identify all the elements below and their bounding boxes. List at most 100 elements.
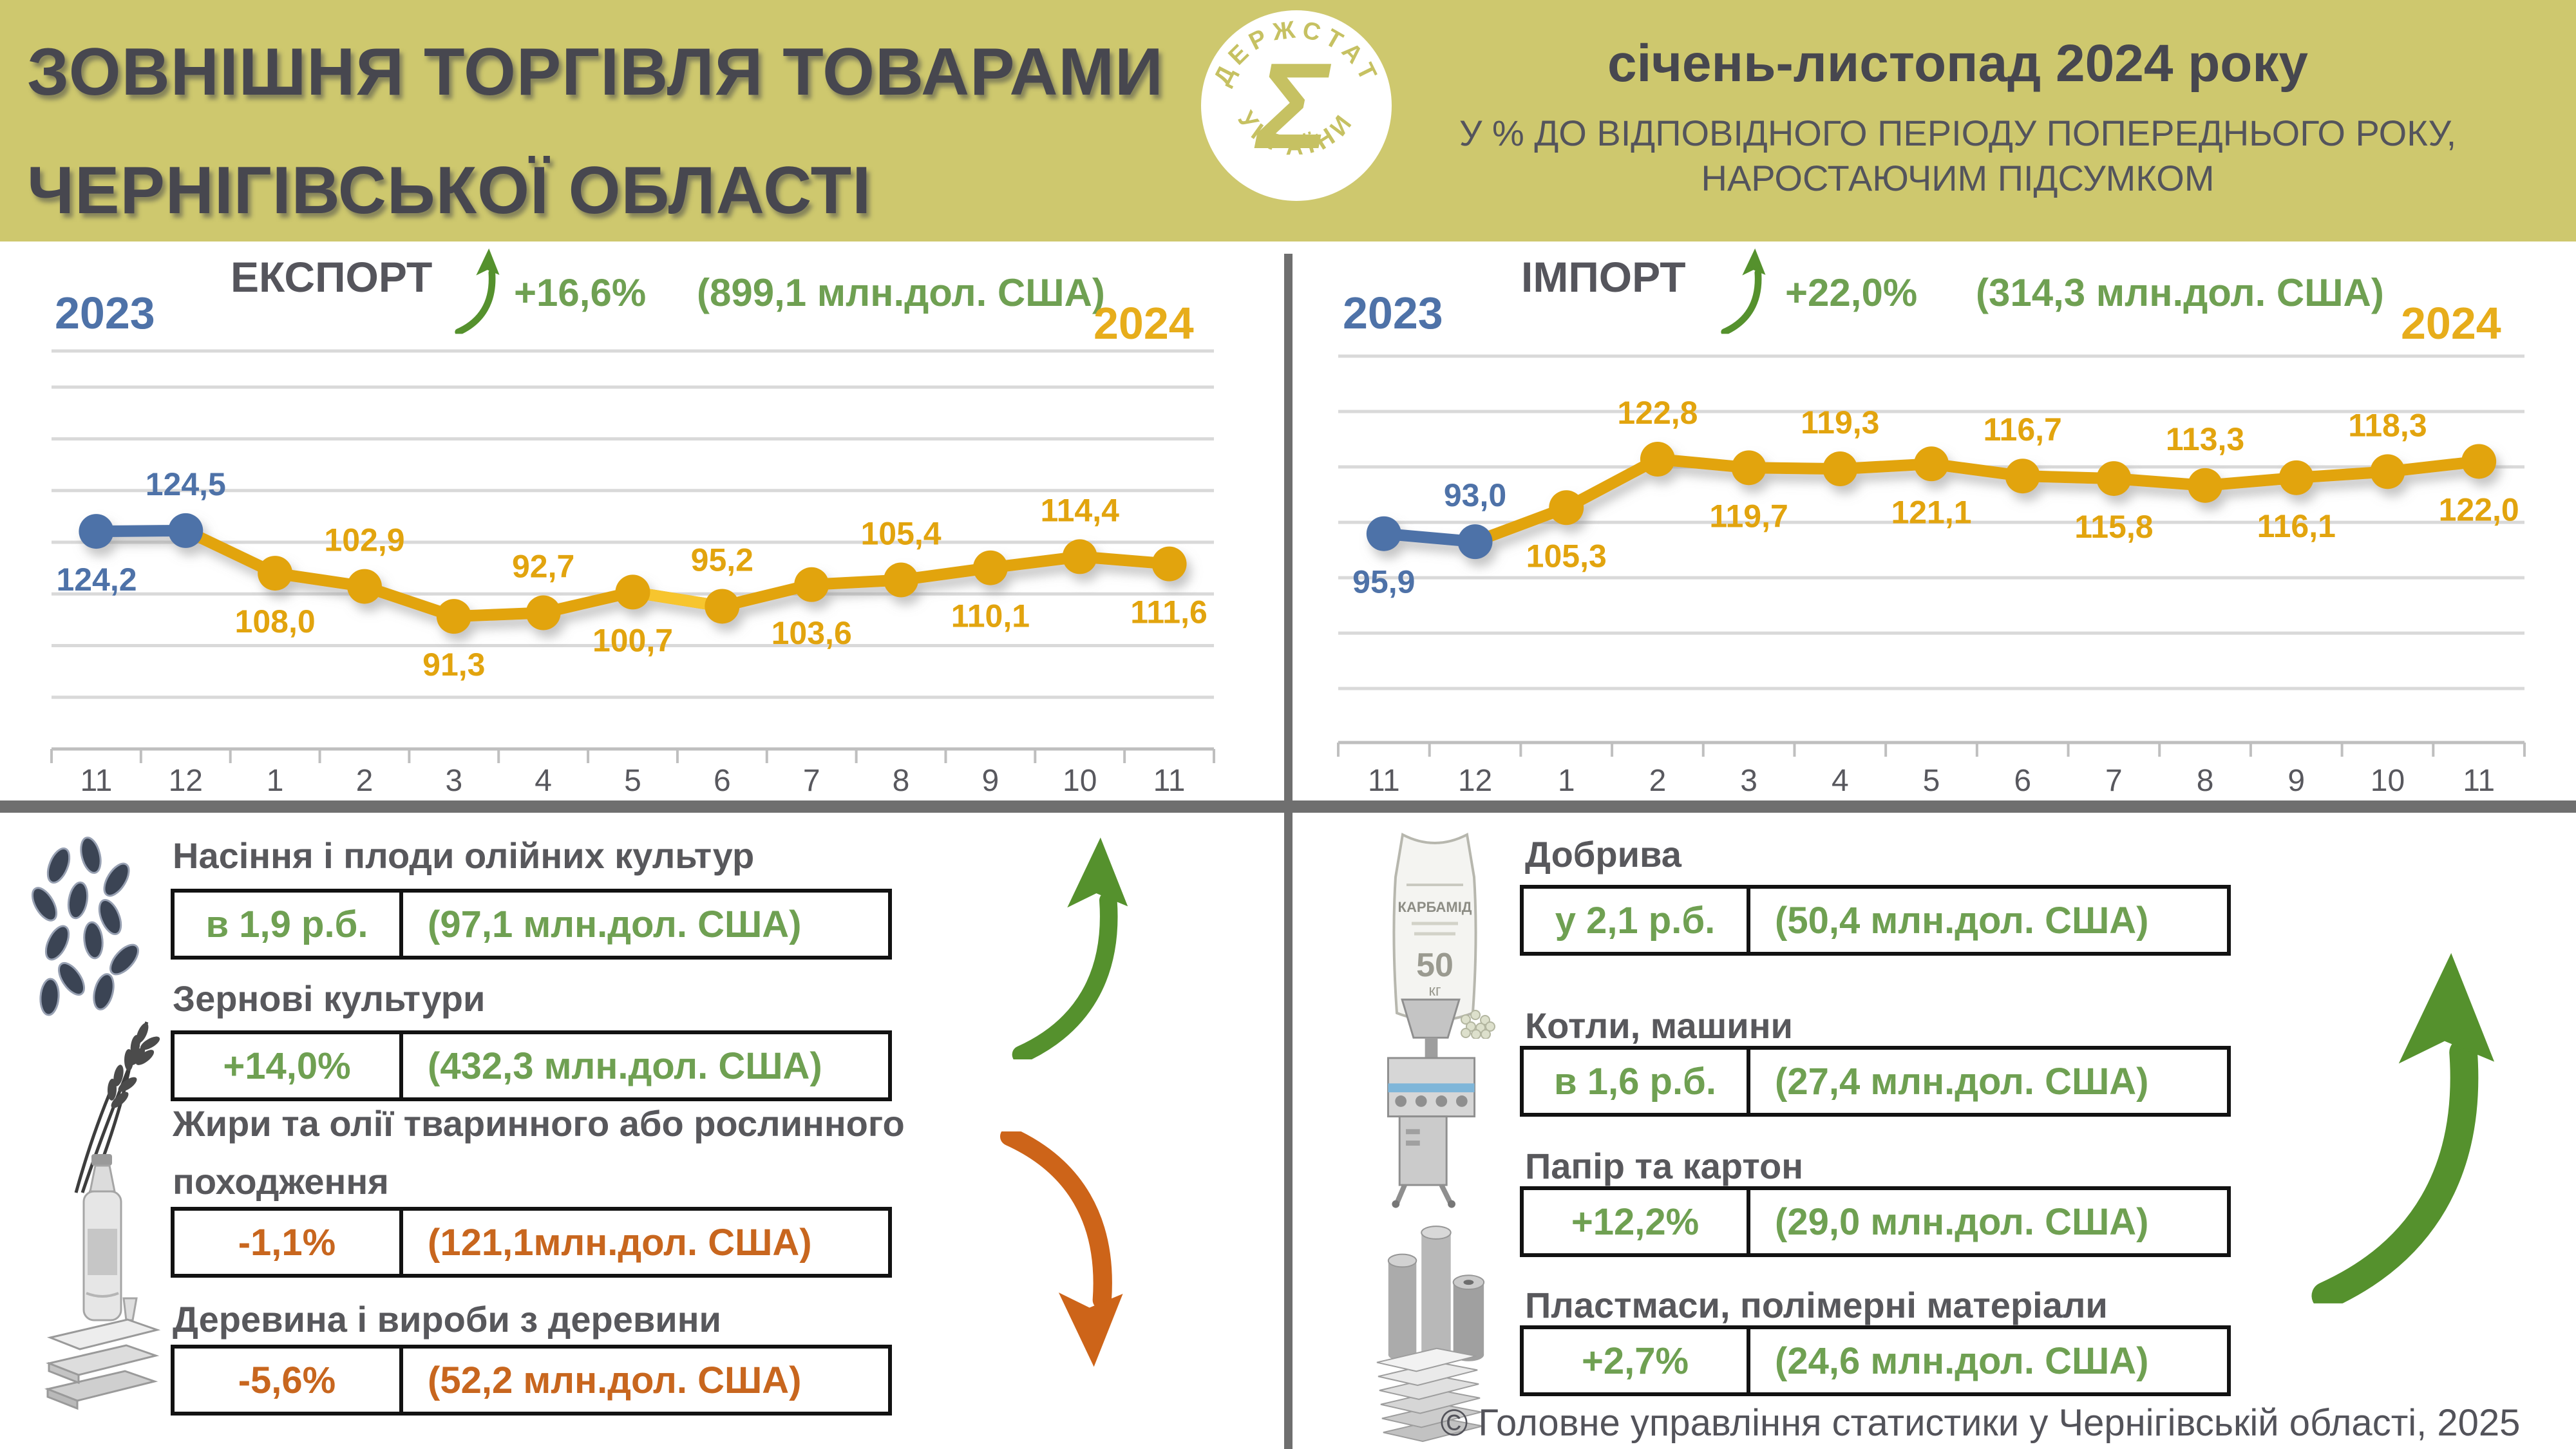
import-change: +22,0% — [1785, 271, 1918, 314]
svg-text:111,6: 111,6 — [1130, 594, 1208, 630]
svg-text:100,7: 100,7 — [592, 622, 673, 658]
svg-text:119,7: 119,7 — [1709, 498, 1788, 534]
export-item-title: Жири та олії тваринного або рослинного п… — [173, 1103, 905, 1202]
svg-text:110,1: 110,1 — [951, 598, 1030, 634]
import-item-table: +2,7% (24,6 млн.дол. США) — [1520, 1325, 2231, 1396]
import-item-title: Папір та картон — [1525, 1146, 1804, 1186]
export-item-value: (121,1млн.дол. США) — [428, 1221, 812, 1264]
svg-text:9: 9 — [2287, 764, 2305, 798]
svg-text:8: 8 — [893, 764, 910, 798]
svg-text:95,2: 95,2 — [691, 542, 753, 578]
svg-text:108,0: 108,0 — [235, 603, 316, 639]
import-item-change: +12,2% — [1524, 1190, 1750, 1253]
svg-text:2: 2 — [356, 764, 374, 798]
svg-text:12: 12 — [1458, 764, 1492, 798]
import-year-2024: 2024 — [2401, 298, 2501, 348]
svg-text:2: 2 — [1649, 764, 1667, 798]
svg-text:7: 7 — [2105, 764, 2123, 798]
import-item-table: у 2,1 р.б. (50,4 млн.дол. США) — [1520, 885, 2231, 956]
export-item-value: (432,3 млн.дол. США) — [428, 1045, 822, 1087]
svg-text:114,4: 114,4 — [1041, 492, 1120, 528]
export-item-change: +14,0% — [175, 1034, 403, 1097]
svg-text:6: 6 — [2014, 764, 2031, 798]
svg-text:10: 10 — [2371, 764, 2405, 798]
period-title: січень-листопад 2024 року — [1607, 34, 2309, 93]
import-item-table: +12,2% (29,0 млн.дол. США) — [1520, 1186, 2231, 1257]
header: ЗОВНІШНЯ ТОРГІВЛЯ ТОВАРАМИ ЧЕРНІГІВСЬКОЇ… — [0, 0, 2576, 242]
svg-text:119,3: 119,3 — [1801, 404, 1879, 440]
svg-text:КАРБАМІД: КАРБАМІД — [1398, 899, 1472, 915]
export-item-title: Зернові культури — [173, 978, 486, 1019]
logo-sigma: Σ — [1254, 38, 1332, 175]
svg-text:115,8: 115,8 — [2074, 509, 2153, 545]
svg-text:121,1: 121,1 — [1891, 494, 1971, 530]
fertilizer-bag-icon: КАРБАМІД 50 кг — [1392, 832, 1495, 1039]
export-total-value: (899,1 млн.дол. США) — [697, 271, 1105, 314]
page-title-line2: ЧЕРНІГІВСЬКОЇ ОБЛАСТІ — [27, 153, 872, 228]
export-item-value: (97,1 млн.дол. США) — [428, 903, 802, 945]
export-item-table: в 1,9 р.б. (97,1 млн.дол. США) — [171, 889, 892, 960]
svg-text:12: 12 — [169, 764, 203, 798]
svg-text:102,9: 102,9 — [324, 522, 404, 558]
export-item-change: в 1,9 р.б. — [175, 893, 403, 956]
svg-text:118,3: 118,3 — [2348, 407, 2427, 443]
export-year-2023: 2023 — [55, 288, 155, 338]
svg-text:11: 11 — [2463, 764, 2495, 798]
sunflower-seeds-icon — [31, 837, 139, 1016]
svg-text:95,9: 95,9 — [1352, 564, 1415, 600]
svg-text:1: 1 — [1558, 764, 1575, 798]
export-item-table: -1,1% (121,1млн.дол. США) — [171, 1207, 892, 1278]
wood-planks-icon — [44, 1318, 161, 1410]
import-item-title: Пластмаси, полімерні матеріали — [1525, 1285, 2108, 1325]
import-item-title: Добрива — [1525, 834, 1681, 875]
svg-text:11: 11 — [1153, 764, 1186, 798]
import-year-2023: 2023 — [1343, 288, 1443, 338]
copyright-footer: © Головне управління статистики у Черніг… — [1440, 1402, 2521, 1444]
export-chart-title: ЕКСПОРТ — [231, 253, 433, 301]
svg-text:5: 5 — [624, 764, 641, 798]
svg-text:4: 4 — [535, 764, 552, 798]
svg-text:6: 6 — [714, 764, 731, 798]
import-chart-title: ІМПОРТ — [1521, 253, 1686, 301]
import-item-value: (27,4 млн.дол. США) — [1775, 1060, 2149, 1103]
svg-text:122,0: 122,0 — [2439, 491, 2519, 527]
export-item-value: (52,2 млн.дол. США) — [428, 1359, 802, 1401]
svg-text:113,3: 113,3 — [2166, 421, 2244, 457]
import-total-value: (314,3 млн.дол. США) — [1976, 271, 2384, 314]
imports-growth-arrow-icon — [2311, 886, 2517, 1365]
import-item-value: (29,0 млн.дол. США) — [1775, 1200, 2149, 1243]
svg-text:124,5: 124,5 — [146, 466, 226, 502]
svg-text:103,6: 103,6 — [772, 615, 852, 651]
export-item-table: +14,0% (432,3 млн.дол. США) — [171, 1030, 892, 1101]
export-change: +16,6% — [514, 271, 647, 314]
svg-text:3: 3 — [1740, 764, 1757, 798]
import-item-change: +2,7% — [1524, 1329, 1750, 1392]
import-item-value: (50,4 млн.дол. США) — [1775, 899, 2149, 942]
svg-text:5: 5 — [1923, 764, 1940, 798]
svg-text:7: 7 — [803, 764, 820, 798]
svg-text:9: 9 — [982, 764, 999, 798]
svg-text:92,7: 92,7 — [512, 549, 574, 585]
export-item-table: -5,6% (52,2 млн.дол. США) — [171, 1345, 892, 1416]
import-item-table: в 1,6 р.б. (27,4 млн.дол. США) — [1520, 1046, 2231, 1117]
machine-icon — [1387, 998, 1476, 1208]
svg-text:11: 11 — [80, 764, 113, 798]
period-subtitle-2: НАРОСТАЮЧИМ ПІДСУМКОМ — [1701, 158, 2215, 198]
derzhstat-logo-icon: ДЕРЖСТАТ УКРАЇНИ Σ — [1201, 10, 1392, 201]
svg-text:1: 1 — [267, 764, 284, 798]
exports-decline-arrow-icon — [999, 1121, 1138, 1381]
plastic-sheets-icon — [1376, 1347, 1483, 1443]
vertical-divider — [1284, 254, 1293, 1449]
import-item-title: Котли, машини — [1525, 1005, 1793, 1046]
svg-text:8: 8 — [2197, 764, 2214, 798]
svg-text:кг: кг — [1428, 982, 1441, 999]
svg-text:116,7: 116,7 — [1984, 412, 2062, 448]
export-item-title: Насіння і плоди олійних культур — [173, 835, 755, 876]
svg-text:4: 4 — [1832, 764, 1849, 798]
period-subtitle-1: У % ДО ВІДПОВІДНОГО ПЕРІОДУ ПОПЕРЕДНЬОГО… — [1459, 113, 2457, 153]
import-item-change: у 2,1 р.б. — [1524, 889, 1750, 952]
import-item-value: (24,6 млн.дол. США) — [1775, 1340, 2149, 1382]
svg-text:3: 3 — [445, 764, 462, 798]
